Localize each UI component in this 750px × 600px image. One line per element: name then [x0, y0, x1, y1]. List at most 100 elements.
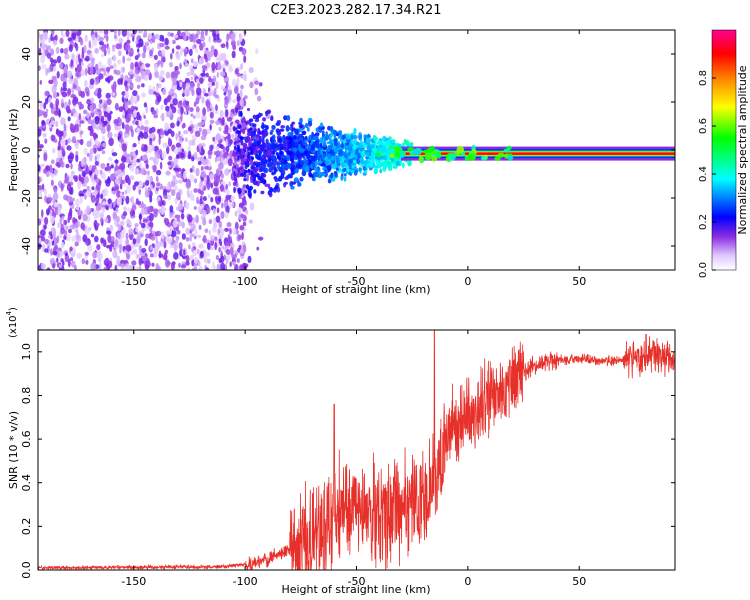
heatmap-cell — [101, 126, 106, 135]
heatmap-cell — [122, 111, 126, 117]
heatmap-cell — [200, 72, 206, 77]
heatmap-cell — [215, 215, 221, 223]
heatmap-cell — [403, 138, 407, 145]
heatmap-cell — [228, 66, 234, 73]
heatmap-cell — [120, 179, 125, 185]
heatmap-cell — [141, 203, 146, 208]
heatmap-cell — [41, 183, 45, 191]
heatmap-cell — [153, 63, 158, 73]
heatmap-cell — [311, 177, 316, 182]
heatmap-cell — [269, 131, 273, 135]
heatmap-cell — [38, 165, 41, 173]
heatmap-cell — [315, 143, 320, 149]
heatmap-cell — [113, 173, 119, 177]
heatmap-cell — [223, 254, 226, 261]
heatmap-cell — [168, 155, 173, 161]
heatmap-cell — [288, 151, 292, 156]
heatmap-cell — [201, 96, 205, 104]
heatmap-cell — [88, 40, 92, 49]
heatmap-cell — [53, 110, 59, 116]
heatmap-cell — [100, 193, 104, 200]
heatmap-cell — [202, 209, 207, 217]
heatmap-cell — [242, 197, 247, 206]
heatmap-cell — [111, 46, 116, 52]
heatmap-cell — [163, 195, 169, 200]
heatmap-cell — [134, 55, 139, 61]
heatmap-cell — [266, 154, 272, 159]
heatmap-cell — [211, 106, 215, 114]
heatmap-cell — [324, 156, 328, 161]
heatmap-cell — [247, 191, 252, 198]
heatmap-cell — [71, 53, 75, 62]
heatmap-cell — [247, 255, 252, 264]
heatmap-cell — [85, 235, 88, 244]
heatmap-cell — [101, 136, 106, 141]
heatmap-cell — [63, 123, 67, 132]
heatmap-cell — [117, 30, 121, 37]
heatmap-cell — [229, 139, 233, 145]
heatmap-cell — [165, 71, 171, 79]
heatmap-cell — [205, 99, 211, 107]
heatmap-cell — [161, 57, 166, 63]
heatmap-cell — [124, 91, 129, 99]
heatmap-cell — [55, 129, 60, 136]
heatmap-cell — [75, 31, 80, 36]
heatmap-cell — [250, 177, 254, 181]
heatmap-cell — [181, 148, 185, 153]
heatmap-cell — [201, 158, 208, 166]
heatmap-cell — [169, 244, 174, 249]
heatmap-cell — [157, 50, 163, 57]
heatmap-cell — [117, 224, 122, 232]
heatmap-cell — [287, 132, 293, 138]
heatmap-cell — [242, 184, 247, 188]
heatmap-cell — [231, 39, 236, 47]
heatmap-cell — [204, 93, 209, 97]
heatmap-cell — [40, 217, 44, 222]
heatmap-cell — [65, 233, 71, 242]
heatmap-cell — [392, 161, 396, 167]
heatmap-cell — [178, 242, 183, 250]
heatmap-cell — [123, 80, 128, 87]
heatmap-cell — [145, 264, 149, 270]
heatmap-cell — [164, 122, 170, 131]
heatmap-cell — [261, 160, 266, 163]
heatmap-cell — [283, 115, 288, 121]
heatmap-cell — [348, 142, 352, 147]
heatmap-cell — [198, 260, 201, 267]
heatmap-cell — [120, 267, 126, 270]
heatmap-cell — [273, 160, 279, 164]
heatmap-cell — [147, 170, 150, 176]
heatmap-cell — [343, 153, 349, 159]
heatmap-cell — [275, 128, 280, 133]
heatmap-cell — [160, 231, 165, 240]
heatmap-cell — [348, 146, 352, 152]
x-tick-label: 0 — [464, 275, 471, 288]
heatmap-cell — [44, 238, 49, 245]
heatmap-cell — [270, 116, 274, 121]
heatmap-cell — [236, 72, 242, 77]
heatmap-cell — [355, 141, 360, 145]
heatmap-cell — [184, 202, 190, 210]
y-tick-label: 0.8 — [20, 387, 33, 405]
heatmap-cell — [75, 198, 80, 207]
heatmap-cell — [220, 173, 225, 179]
heatmap-cell — [204, 251, 210, 257]
heatmap-cell — [358, 167, 362, 172]
heatmap-cell — [40, 163, 46, 168]
heatmap-cell — [53, 169, 58, 176]
heatmap-cell — [300, 148, 305, 153]
top-x-axis-label: Height of straight line (km) — [281, 283, 430, 296]
heatmap-cell — [113, 118, 119, 125]
heatmap-cell — [240, 187, 246, 196]
heatmap-cell — [141, 52, 146, 59]
top-y-axis-label: Frequency (Hz) — [7, 109, 20, 192]
heatmap-cell — [196, 248, 200, 254]
heatmap-cell — [242, 128, 246, 135]
heatmap-cell — [145, 105, 148, 114]
heatmap-cell — [320, 142, 323, 150]
heatmap-cell — [181, 233, 186, 240]
heatmap-cell — [205, 72, 209, 78]
heatmap-cell — [55, 98, 60, 107]
heatmap-cell — [44, 217, 49, 225]
heatmap-cell — [452, 152, 457, 158]
